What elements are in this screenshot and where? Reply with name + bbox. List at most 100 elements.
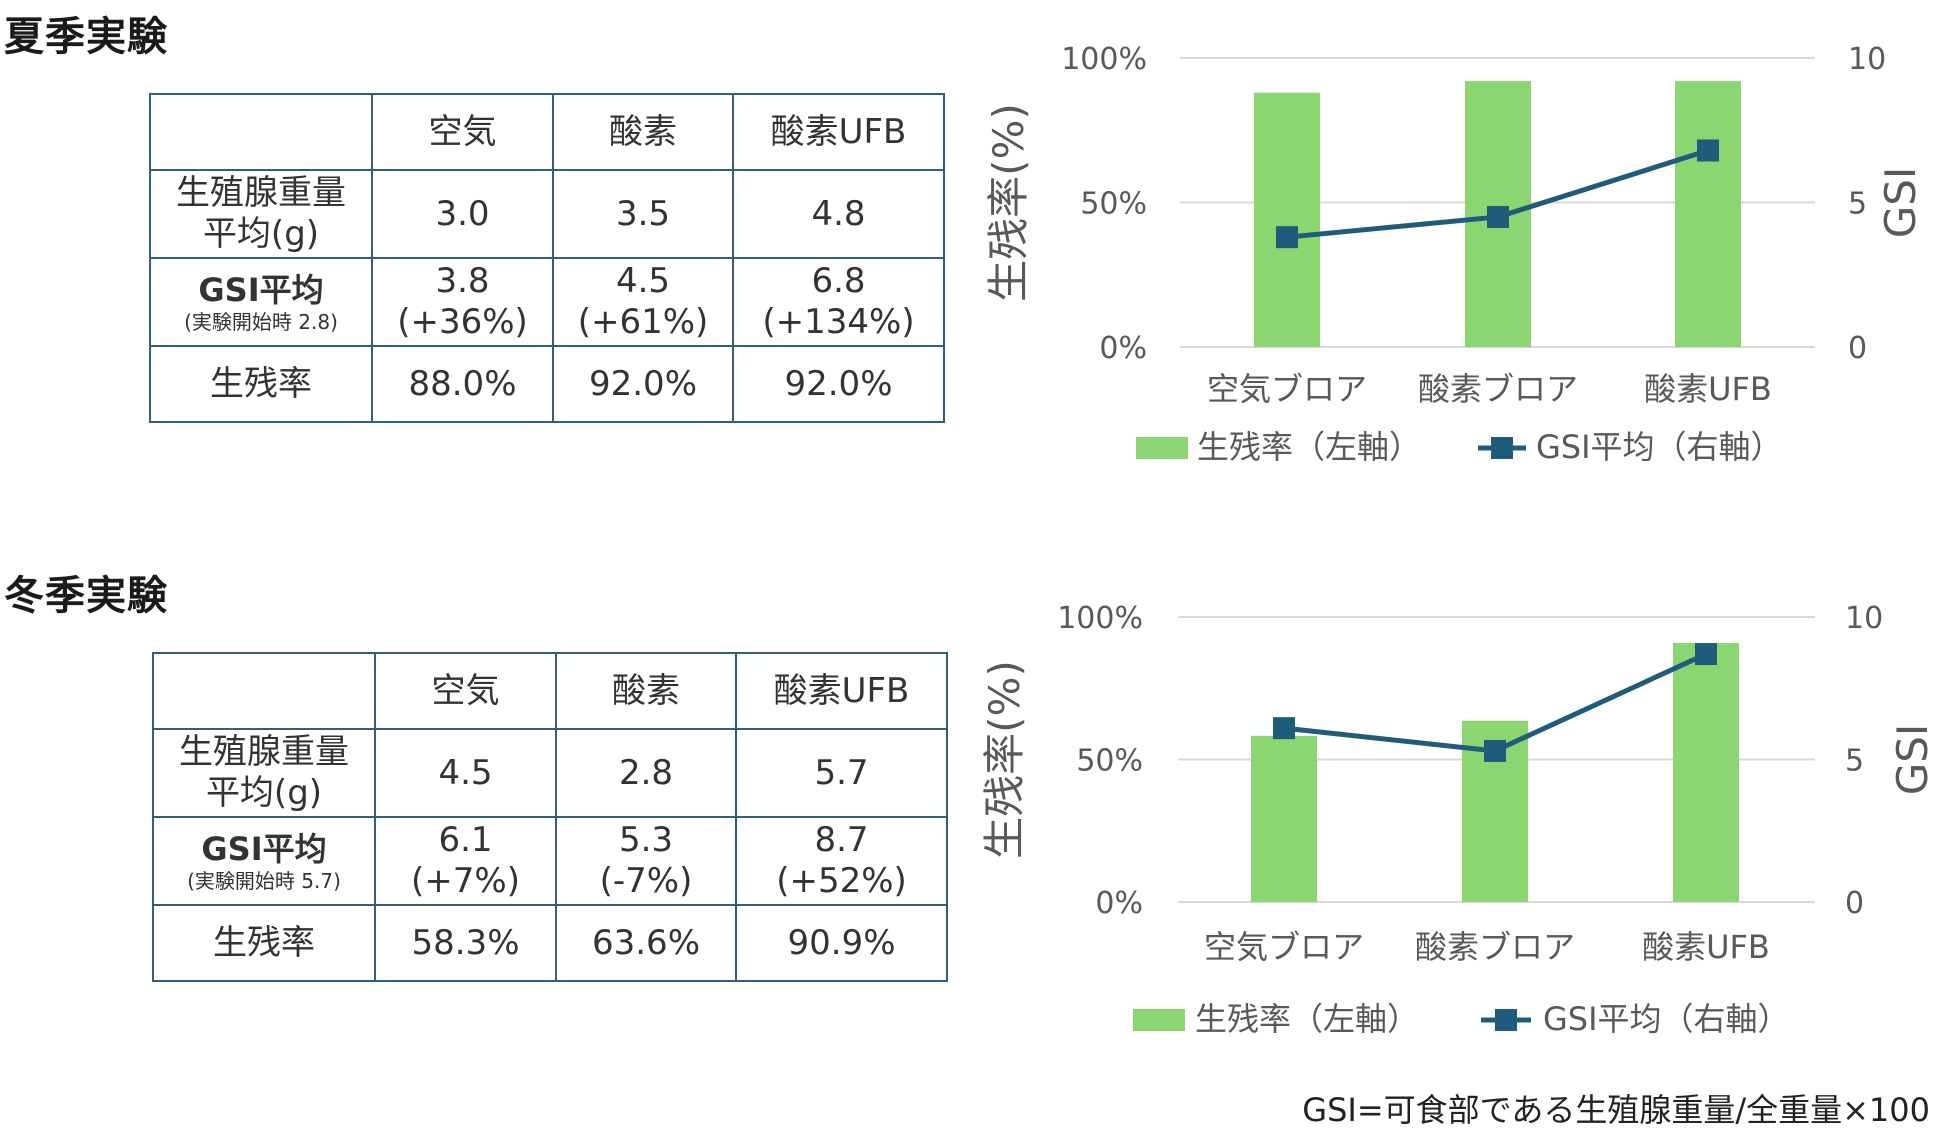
legend-marker-swatch (1491, 437, 1513, 459)
legend-marker-swatch (1495, 1009, 1517, 1031)
gsi-footnote: GSI=可食部である生殖腺重量/全重量×100 (1302, 1091, 1930, 1129)
table-cell: 2.8 (555, 728, 737, 818)
cell-change: (+52%) (776, 861, 907, 901)
x-category-label: 酸素ブロア (1415, 928, 1575, 966)
table-cell: 3.0 (371, 169, 554, 259)
y2-axis-title: GSI (1876, 167, 1925, 239)
table-cell: 4.5 (374, 728, 557, 818)
y-tick-label: 100% (1057, 601, 1143, 636)
table-header-row: 空気 酸素 酸素UFB (149, 93, 945, 171)
header-cell: 空気 (374, 652, 557, 730)
y2-tick-label: 10 (1845, 601, 1883, 636)
cell-value: 3.8 (435, 261, 490, 302)
table-cell: 92.0% (552, 345, 734, 423)
y-tick-label: 100% (1061, 42, 1147, 77)
header-cell: 空気 (371, 93, 554, 171)
table-cell: 8.7 (+52%) (735, 816, 948, 906)
table-cell: 3.8 (+36%) (371, 257, 554, 347)
gsi-marker (1695, 643, 1717, 666)
table-cell: 90.9% (735, 904, 948, 982)
legend-label-gsi: GSI平均（右軸） (1536, 428, 1783, 466)
row-label-line: 生殖腺重量 (176, 173, 346, 214)
y-axis-title: 生残率(%) (984, 103, 1033, 302)
cell-value: 4.5 (615, 261, 671, 302)
header-cell-empty (149, 93, 373, 171)
bar-survival (1254, 92, 1320, 348)
table-row: 生残率 58.3% 63.6% 90.9% (152, 904, 948, 982)
row-label-line: 平均(g) (202, 214, 320, 254)
cell-value: 8.7 (814, 820, 869, 861)
table-cell: 4.5 (+61%) (552, 257, 734, 347)
row-label-note: (実験開始時 2.8) (184, 310, 338, 335)
row-label: GSI平均 (実験開始時 2.8) (149, 257, 373, 347)
legend-label-survival: 生残率（左軸） (1197, 428, 1421, 466)
cell-value: 6.8 (811, 261, 866, 302)
cell-value: 6.1 (438, 820, 493, 861)
y-tick-label: 0% (1095, 886, 1143, 921)
row-label: 生残率 (149, 345, 373, 423)
y2-tick-label: 5 (1848, 187, 1867, 222)
table-row: 生残率 88.0% 92.0% 92.0% (149, 345, 945, 423)
summer-table: 空気 酸素 酸素UFB 生殖腺重量 平均(g) 3.0 3.5 4.8 GSI平均… (149, 93, 945, 423)
table-cell: 6.8 (+134%) (732, 257, 945, 347)
y-tick-label: 50% (1076, 744, 1143, 779)
row-label: 生残率 (152, 904, 376, 982)
legend-bar-swatch (1133, 1009, 1185, 1031)
header-cell: 酸素UFB (735, 652, 948, 730)
row-label-line: 平均(g) (205, 773, 323, 813)
x-category-label: 空気ブロア (1204, 928, 1364, 966)
table-cell: 6.1 (+7%) (374, 816, 557, 906)
gsi-marker (1276, 226, 1298, 249)
gsi-marker (1484, 739, 1506, 762)
legend-label-survival: 生残率（左軸） (1195, 1000, 1419, 1038)
y-tick-label: 0% (1099, 331, 1147, 366)
y-axis-title: 生残率(%) (980, 660, 1029, 859)
summer-title: 夏季実験 (4, 14, 168, 60)
cell-change: (+61%) (577, 302, 709, 342)
winter-title: 冬季実験 (4, 573, 168, 619)
row-label: 生殖腺重量 平均(g) (149, 169, 373, 259)
gsi-marker (1697, 139, 1719, 162)
cell-change: (+7%) (411, 861, 520, 901)
table-row: 生殖腺重量 平均(g) 3.0 3.5 4.8 (149, 169, 945, 259)
cell-change: (-7%) (599, 861, 693, 901)
x-category-label: 酸素ブロア (1418, 370, 1578, 408)
x-category-label: 酸素UFB (1644, 370, 1772, 408)
y2-axis-title: GSI (1888, 724, 1937, 796)
table-row: GSI平均 (実験開始時 2.8) 3.8 (+36%) 4.5 (+61%) 6.8… (149, 257, 945, 347)
table-cell: 5.3 (-7%) (555, 816, 737, 906)
table-cell: 88.0% (371, 345, 554, 423)
row-label: GSI平均 (実験開始時 5.7) (152, 816, 376, 906)
table-row: GSI平均 (実験開始時 5.7) 6.1 (+7%) 5.3 (-7%) 8.7 (+… (152, 816, 948, 906)
bar-survival (1673, 642, 1739, 902)
header-cell: 酸素UFB (732, 93, 945, 171)
y2-tick-label: 0 (1845, 886, 1864, 921)
cell-change: (+134%) (762, 302, 915, 342)
header-cell: 酸素 (555, 652, 737, 730)
cell-change: (+36%) (397, 302, 528, 342)
table-cell: 4.8 (732, 169, 945, 259)
bar-survival (1675, 81, 1741, 348)
table-cell: 63.6% (555, 904, 737, 982)
legend-label-gsi: GSI平均（右軸） (1543, 1000, 1790, 1038)
table-cell: 5.7 (735, 728, 948, 818)
cell-value: 5.3 (618, 820, 674, 861)
x-category-label: 酸素UFB (1642, 928, 1770, 966)
row-label-note: (実験開始時 5.7) (187, 869, 341, 894)
bar-survival (1251, 735, 1317, 902)
gsi-marker (1273, 717, 1295, 740)
header-cell: 酸素 (552, 93, 734, 171)
y2-tick-label: 10 (1848, 42, 1886, 77)
row-label-line: 生殖腺重量 (179, 732, 349, 773)
table-cell: 3.5 (552, 169, 734, 259)
table-row: 生殖腺重量 平均(g) 4.5 2.8 5.7 (152, 728, 948, 818)
y2-tick-label: 0 (1848, 331, 1867, 366)
x-category-label: 空気ブロア (1207, 370, 1367, 408)
winter-table: 空気 酸素 酸素UFB 生殖腺重量 平均(g) 4.5 2.8 5.7 GSI平均… (152, 652, 948, 982)
row-label-line: GSI平均 (198, 270, 324, 309)
y2-tick-label: 5 (1845, 744, 1864, 779)
table-cell: 58.3% (374, 904, 557, 982)
row-label-line: GSI平均 (201, 829, 327, 868)
legend-bar-swatch (1136, 437, 1188, 459)
